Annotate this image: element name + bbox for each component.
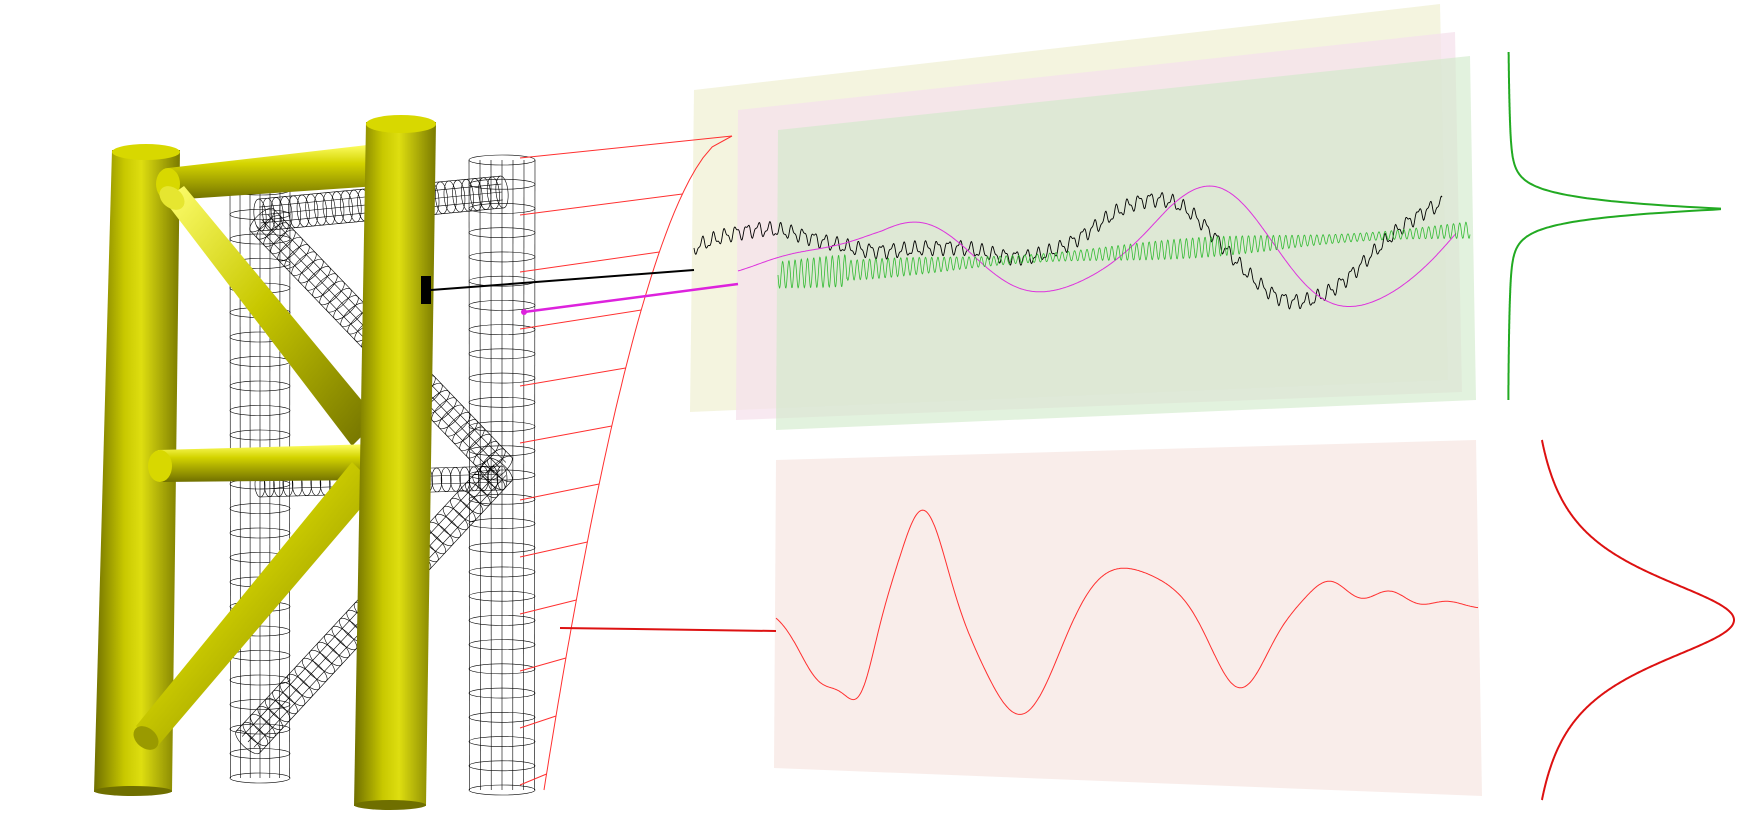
leader-lines [430,269,777,632]
right-leg [354,122,436,806]
signal-traces [693,185,1479,715]
left-leg-top [112,144,180,160]
distribution-green-curve [1507,52,1721,400]
leader-black [430,269,695,291]
middle-brace-end [148,450,172,482]
upper-diagonal-brace [164,186,378,446]
panel-green [776,56,1476,430]
right-leg-top [366,115,436,133]
leader-magenta [523,282,739,314]
signal-green-trace [777,221,1471,289]
panel-red [774,440,1482,796]
signal-panels [690,4,1482,796]
magenta-point-icon [521,309,527,315]
sensor-icon [421,276,431,304]
leader-red [559,627,777,632]
right-leg-bottom [354,800,426,810]
upper-diagonal-end [159,186,185,210]
distribution-red-curve [1540,439,1735,801]
signal-magenta-trace [737,185,1457,307]
top-brace [168,144,378,200]
middle-brace [158,444,378,482]
left-leg-bottom [94,786,172,796]
signal-black-trace [693,191,1443,310]
left-leg [94,150,180,792]
lower-diagonal-brace [136,462,378,748]
distribution-curves [1507,52,1735,801]
signal-red-trace [775,509,1479,715]
red-profile [519,135,733,791]
lower-diagonal-end [133,726,159,750]
solid-jacket [94,115,436,810]
